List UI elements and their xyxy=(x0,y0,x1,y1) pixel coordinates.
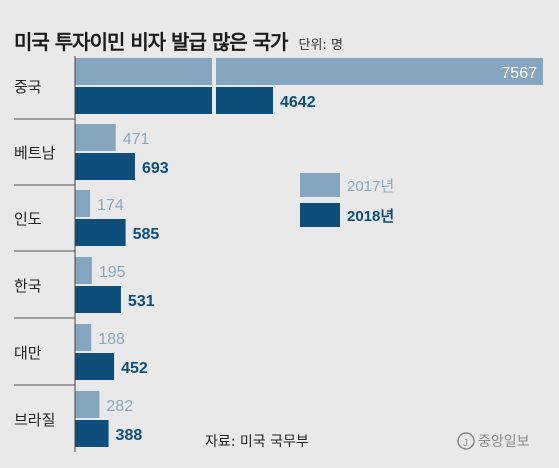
value-label-2017-3: 174 xyxy=(97,197,124,214)
publisher-name: 중앙일보 xyxy=(478,434,530,450)
category-label-1: 중국 xyxy=(14,78,42,96)
bar-2018-6 xyxy=(75,420,109,447)
category-label-4: 한국 xyxy=(14,277,42,295)
value-label-2017-6: 282 xyxy=(106,398,133,415)
value-label-2017-5: 188 xyxy=(98,331,125,348)
category-label-5: 대만 xyxy=(14,344,42,362)
bar-2017-5 xyxy=(75,324,92,351)
bar-2017-6 xyxy=(75,391,100,418)
publisher-logo-glyph: J xyxy=(463,438,468,449)
unit-label: 단위: 명 xyxy=(298,38,343,53)
value-label-2017-2: 471 xyxy=(123,131,150,148)
value-label-2018-3: 585 xyxy=(133,226,160,243)
legend-swatch-1 xyxy=(300,173,340,197)
value-label-2018-4: 531 xyxy=(128,293,155,310)
category-label-2: 베트남 xyxy=(14,144,56,162)
chart-title: 미국 투자이민 비자 발급 많은 국가 xyxy=(14,30,288,54)
value-label-2018-5: 452 xyxy=(121,360,148,377)
value-label-2018-1: 4642 xyxy=(280,94,316,111)
value-label-2017-4: 195 xyxy=(99,264,126,281)
source-note: 자료: 미국 국무부 xyxy=(205,434,309,450)
bar-2018-1 xyxy=(75,87,273,114)
bar-2018-3 xyxy=(75,219,126,246)
bar-2017-1 xyxy=(75,58,543,85)
legend-label-2: 2018년 xyxy=(347,208,394,225)
axis-break-gap xyxy=(212,86,216,115)
value-label-2018-6: 388 xyxy=(116,427,143,444)
category-label-3: 인도 xyxy=(14,210,42,228)
legend-swatch-2 xyxy=(300,203,340,227)
bar-2018-5 xyxy=(75,353,115,380)
bar-2018-4 xyxy=(75,286,121,313)
axis-break-gap xyxy=(212,57,216,86)
bar-2017-3 xyxy=(75,190,91,217)
bar-2018-2 xyxy=(75,153,135,180)
bar-2017-2 xyxy=(75,124,116,151)
bar-2017-4 xyxy=(75,257,92,284)
publisher-logo-icon xyxy=(457,432,475,450)
chart-title-area: 미국 투자이민 비자 발급 많은 국가 단위: 명 xyxy=(14,26,343,55)
legend-label-1: 2017년 xyxy=(347,178,394,195)
category-label-6: 브라질 xyxy=(14,411,55,429)
value-label-2018-2: 693 xyxy=(142,160,169,177)
value-label-2017-1: 7567 xyxy=(501,65,537,82)
